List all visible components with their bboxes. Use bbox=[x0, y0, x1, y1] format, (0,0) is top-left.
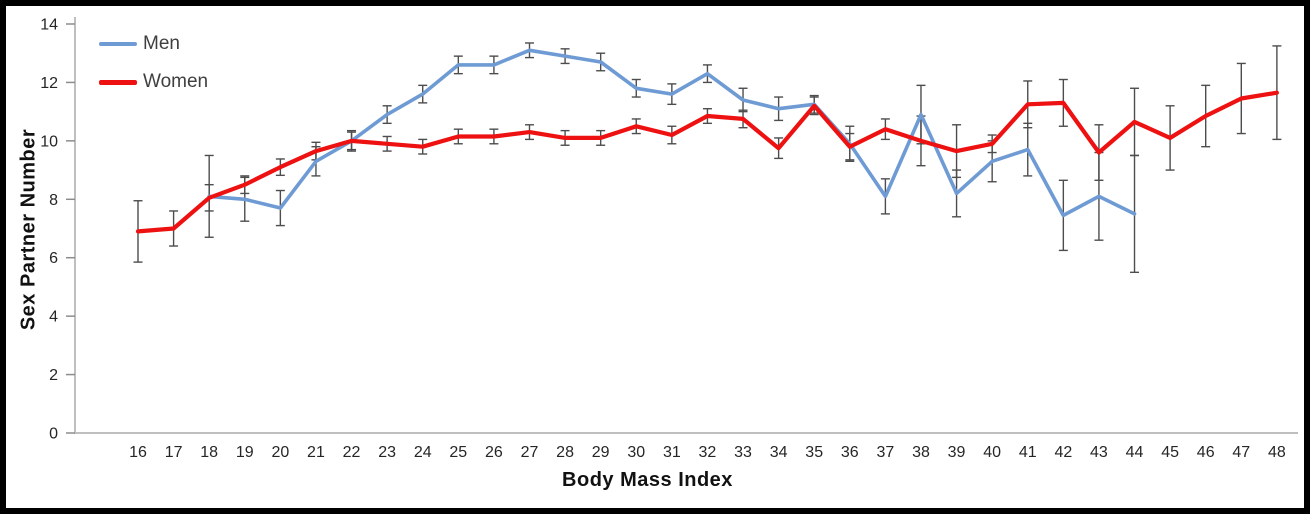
x-tick-label: 42 bbox=[1054, 444, 1072, 461]
series-line-men bbox=[207, 48, 1137, 218]
x-tick-label: 18 bbox=[200, 444, 218, 461]
x-tick-label: 27 bbox=[521, 444, 539, 461]
x-tick-label: 39 bbox=[948, 444, 966, 461]
x-tick-label: 16 bbox=[129, 444, 147, 461]
y-tick-label: 14 bbox=[40, 17, 58, 34]
y-tick-labels: 0 2 4 6 8 10 12 14 bbox=[40, 17, 75, 443]
x-tick-label: 37 bbox=[876, 444, 894, 461]
x-tick-label: 24 bbox=[414, 444, 432, 461]
x-tick-label: 36 bbox=[841, 444, 859, 461]
y-tick-label: 10 bbox=[40, 133, 58, 150]
legend-item-men: Men bbox=[99, 33, 208, 55]
x-tick-labels: 16 17 18 19 20 21 22 23 24 25 26 27 28 29 30 31 32 33 34 35… bbox=[129, 444, 1286, 461]
y-tick-label: 12 bbox=[40, 75, 58, 92]
legend-item-women: Women bbox=[99, 71, 208, 93]
x-tick-label: 25 bbox=[449, 444, 467, 461]
x-tick-label: 32 bbox=[699, 444, 717, 461]
chart-legend: Men Women bbox=[99, 33, 208, 109]
y-tick-label: 0 bbox=[49, 426, 58, 443]
x-tick-label: 28 bbox=[556, 444, 574, 461]
x-axis-title: Body Mass Index bbox=[562, 469, 733, 491]
y-tick-label: 6 bbox=[49, 250, 58, 267]
y-tick-label: 8 bbox=[49, 192, 58, 209]
axes bbox=[74, 17, 1298, 434]
y-tick-label: 2 bbox=[49, 367, 58, 384]
x-tick-label: 45 bbox=[1161, 444, 1179, 461]
x-tick-label: 17 bbox=[165, 444, 183, 461]
legend-label-women: Women bbox=[143, 71, 209, 92]
x-tick-label: 40 bbox=[983, 444, 1001, 461]
x-tick-label: 22 bbox=[343, 444, 361, 461]
x-tick-label: 23 bbox=[378, 444, 396, 461]
x-tick-label: 21 bbox=[307, 444, 325, 461]
series-line-women bbox=[135, 90, 1280, 234]
x-tick-label: 41 bbox=[1019, 444, 1037, 461]
x-tick-label: 31 bbox=[663, 444, 681, 461]
x-tick-label: 48 bbox=[1268, 444, 1286, 461]
x-tick-label: 20 bbox=[271, 444, 289, 461]
x-tick-label: 19 bbox=[236, 444, 254, 461]
women-line-swatch bbox=[99, 79, 137, 85]
x-tick-label: 43 bbox=[1090, 444, 1108, 461]
x-tick-label: 29 bbox=[592, 444, 610, 461]
y-tick-label: 4 bbox=[49, 309, 58, 326]
y-axis-title: Sex Partner Number bbox=[17, 128, 40, 331]
x-tick-label: 46 bbox=[1197, 444, 1215, 461]
x-tick-label: 33 bbox=[734, 444, 752, 461]
x-tick-label: 34 bbox=[770, 444, 788, 461]
x-tick-label: 35 bbox=[805, 444, 823, 461]
x-tick-label: 44 bbox=[1126, 444, 1144, 461]
x-tick-label: 26 bbox=[485, 444, 503, 461]
x-tick-label: 30 bbox=[627, 444, 645, 461]
men-line-swatch bbox=[99, 42, 137, 46]
legend-label-men: Men bbox=[143, 33, 180, 54]
x-tick-label: 38 bbox=[912, 444, 930, 461]
x-tick-label: 47 bbox=[1232, 444, 1250, 461]
